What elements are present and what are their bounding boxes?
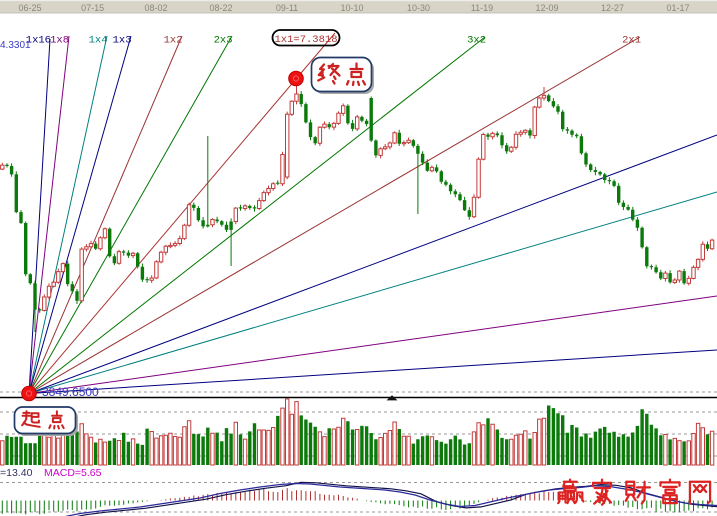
svg-text:08-22: 08-22: [209, 3, 232, 13]
svg-text:01-17: 01-17: [666, 3, 689, 13]
svg-text:1x4: 1x4: [89, 35, 108, 47]
svg-text:12-27: 12-27: [601, 3, 624, 13]
svg-text:08-02: 08-02: [144, 3, 167, 13]
svg-text:1x3: 1x3: [113, 35, 132, 47]
svg-text:1x16: 1x16: [26, 35, 51, 47]
svg-text:10-30: 10-30: [407, 3, 430, 13]
svg-text:1x2: 1x2: [164, 35, 183, 47]
svg-text:1x1=7.3818: 1x1=7.3818: [274, 34, 337, 46]
svg-text:1x8: 1x8: [50, 35, 69, 47]
svg-text:06-25: 06-25: [18, 3, 41, 13]
svg-text:4.3301: 4.3301: [0, 40, 31, 51]
svg-text:07-15: 07-15: [81, 3, 104, 13]
svg-text:3849.6500: 3849.6500: [42, 385, 99, 399]
svg-text:=13.40: =13.40: [0, 467, 33, 479]
svg-text:11-19: 11-19: [471, 3, 493, 13]
svg-text:MACD=5.65: MACD=5.65: [44, 467, 102, 479]
svg-text:09-11: 09-11: [276, 3, 298, 13]
svg-text:3x2: 3x2: [467, 35, 486, 47]
svg-text:2x3: 2x3: [214, 35, 233, 47]
svg-text:10-10: 10-10: [340, 3, 363, 13]
svg-text:12-09: 12-09: [535, 3, 558, 13]
svg-text:2x1: 2x1: [622, 35, 641, 47]
